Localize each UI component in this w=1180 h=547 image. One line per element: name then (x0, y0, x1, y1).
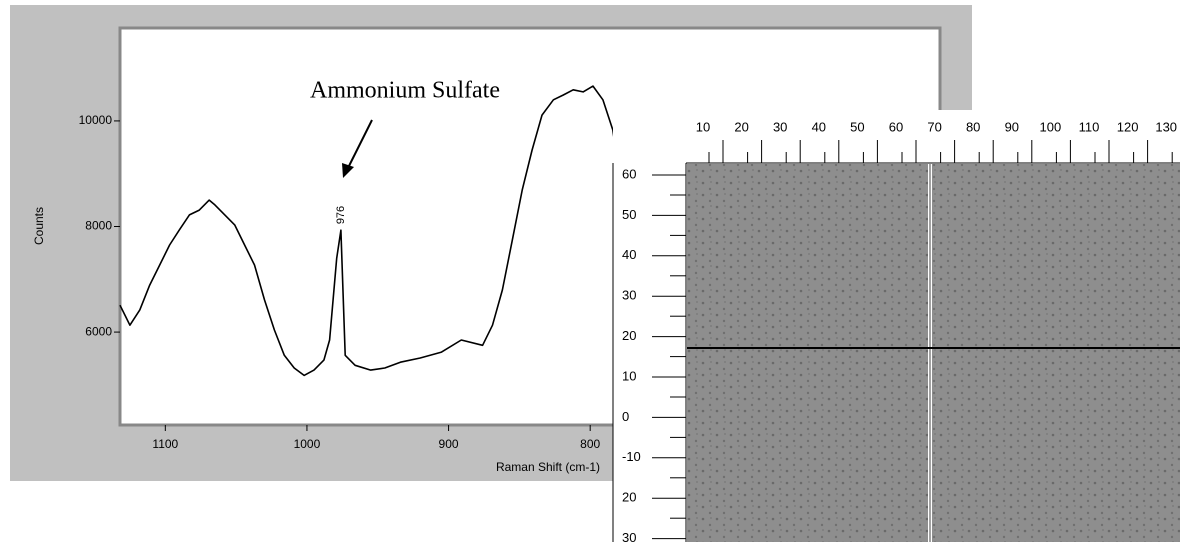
ruler-label: 80 (966, 119, 980, 134)
microscope-panel: 10 20 30 40 50 60 70 80 90 100 110 120 1306050403020… (612, 110, 1180, 545)
ruler-label: 120 (1117, 119, 1139, 134)
ruler-label: 70 (927, 119, 941, 134)
chart: 6000 8000 10000 1100 1000 900 800 976 (79, 85, 618, 451)
ruler-label: 20 (734, 119, 748, 134)
ruler-label: 90 (1005, 119, 1019, 134)
ruler-label: 110 (1079, 119, 1100, 134)
x-axis-label: Raman Shift (cm-1) (496, 460, 600, 474)
ruler-label: 60 (622, 166, 636, 181)
peak-label: 976 (335, 206, 347, 224)
x-tick-label: 1100 (152, 437, 178, 451)
y-tick-label: 6000 (85, 324, 112, 338)
ruler-label: 10 (622, 368, 636, 383)
ruler-label: 10 (696, 119, 710, 134)
y-axis-label: Counts (32, 207, 46, 245)
annotation: Ammonium Sulfate (310, 78, 500, 104)
y-tick-label: 10000 (79, 113, 113, 127)
ruler-label: 100 (1040, 119, 1062, 134)
x-tick-label: 900 (439, 437, 459, 451)
ruler-label: 0 (622, 409, 629, 424)
y-tick-label: 8000 (85, 219, 112, 233)
x-tick-label: 800 (580, 437, 600, 451)
x-tick-label: 1000 (294, 437, 321, 451)
ruler-label: 30 (622, 530, 636, 542)
ruler-label: 20 (622, 490, 636, 505)
ruler-label: 20 (622, 328, 636, 343)
microscope-image (687, 164, 1180, 542)
ruler-label: 50 (622, 207, 636, 222)
ruler-label: 30 (773, 119, 787, 134)
ruler-label: 130 (1155, 119, 1177, 134)
arrow (347, 119, 373, 169)
ruler-label: 30 (622, 288, 636, 303)
spectrum-line (119, 85, 618, 377)
ruler-label: 40 (812, 119, 826, 134)
ruler-label: 50 (850, 119, 864, 134)
arrow-head (342, 163, 354, 178)
ruler-label: 40 (622, 247, 636, 262)
ruler-label: -10 (622, 449, 641, 464)
ruler-label: 60 (889, 119, 903, 134)
